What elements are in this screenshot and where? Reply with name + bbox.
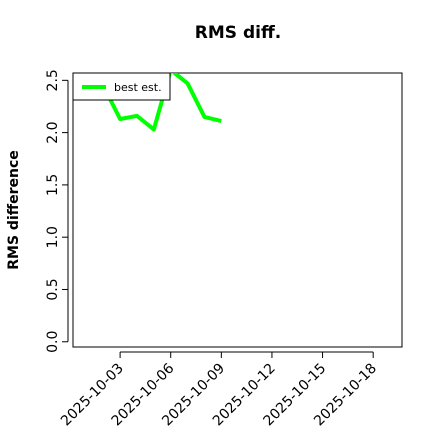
chart-title: RMS diff. <box>195 23 281 43</box>
y-tick-label: 1.5 <box>45 174 61 196</box>
y-tick-label: 2.0 <box>45 121 61 143</box>
y-tick-label: 0.5 <box>45 278 61 300</box>
plot-frame <box>72 72 403 348</box>
y-tick-label: 2.5 <box>45 69 61 91</box>
y-tick-label: 0.0 <box>45 331 61 353</box>
y-tick-label: 1.0 <box>45 226 61 248</box>
y-axis-label: RMS difference <box>6 150 22 270</box>
legend-label: best est. <box>114 81 162 94</box>
